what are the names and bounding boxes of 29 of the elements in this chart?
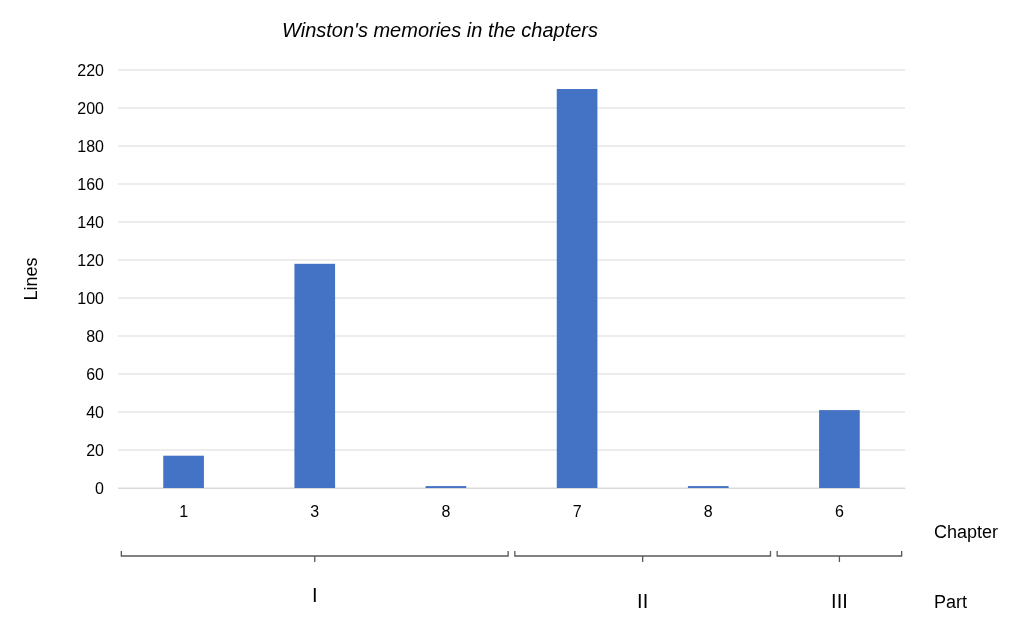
text: III [831,590,848,612]
x-tick-label: 7 [572,503,582,521]
y-tick-label: 180 [77,137,105,155]
y-tick-label: 20 [86,441,105,459]
x-tick-label: 3 [310,503,320,521]
x-tick-label: 6 [834,503,844,521]
x-tick-label: 1 [179,503,189,521]
bar [819,410,860,488]
text: II [637,590,649,612]
bar [163,455,204,488]
bar [294,263,336,488]
x-tick-label: 8 [441,503,451,521]
y-tick-label: 80 [86,327,105,345]
y-tick-label: 40 [86,403,105,421]
y-tick-label: 140 [77,213,105,231]
y-tick-label: 100 [77,289,105,307]
x-axis-title: Chapter [934,522,999,542]
y-tick-label: 60 [86,365,105,383]
y-tick-label: 0 [95,479,105,497]
text: I [311,584,318,606]
bar [556,89,598,488]
text: Part [934,592,968,612]
y-tick-label: 160 [77,175,105,193]
y-tick-label: 120 [77,251,105,269]
chart-title: Winston's memories in the chapters [282,19,598,41]
y-tick-label: 220 [77,61,105,79]
y-axis-title: Lines [21,257,41,301]
x-tick-label: 8 [703,503,713,521]
y-tick-label: 200 [77,99,105,117]
